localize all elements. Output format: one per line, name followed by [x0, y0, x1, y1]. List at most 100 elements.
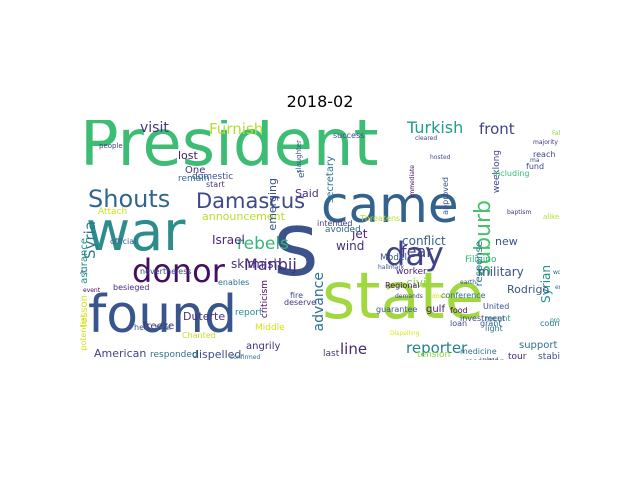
cloud-word: jet — [352, 227, 368, 241]
cloud-word: Middle — [255, 323, 285, 333]
cloud-word: support — [519, 340, 558, 351]
cloud-word: alike — [543, 213, 560, 221]
cloud-word: Manbij — [244, 255, 297, 274]
cloud-word: military — [478, 265, 524, 279]
cloud-word: el — [297, 170, 307, 179]
cloud-word: event — [83, 287, 101, 294]
cloud-word: Rodrigo — [507, 283, 550, 296]
cloud-word: found — [88, 285, 238, 345]
cloud-word: cleared — [415, 135, 438, 142]
cloud-word: total — [155, 324, 172, 332]
cloud-word: Damascus — [196, 189, 306, 213]
cloud-word: nevertheless — [140, 267, 192, 276]
cloud-word: visit — [140, 120, 169, 136]
cloud-word: reporter — [406, 339, 468, 357]
cloud-word: front — [479, 120, 515, 138]
cloud-word: freeze — [143, 321, 175, 332]
cloud-word: immediate — [409, 165, 416, 198]
cloud-word: asurance — [80, 238, 90, 284]
cloud-word: secretary — [325, 156, 336, 203]
cloud-word: line — [340, 340, 368, 358]
cloud-word: food — [450, 306, 468, 315]
cloud-word: American — [94, 347, 147, 360]
cloud-word: United — [483, 302, 510, 311]
cloud-word: Israel — [212, 233, 245, 247]
cloud-word: came — [321, 176, 459, 234]
cloud-word: domestic — [192, 172, 234, 182]
cloud-word: light — [485, 324, 503, 333]
cloud-word: hell — [134, 323, 149, 332]
cloud-word: ma — [530, 157, 540, 164]
cloud-word: besieged — [113, 283, 150, 292]
cloud-word: Said — [295, 187, 319, 200]
cloud-word: skirmish — [231, 257, 282, 271]
cloud-word: Lahad — [480, 358, 498, 361]
cloud-word: country — [540, 319, 560, 328]
cloud-word: worrying — [553, 269, 560, 276]
cloud-word: Attach — [98, 207, 128, 217]
cloud-word: including — [493, 169, 530, 178]
cloud-word: Model — [380, 253, 408, 263]
cloud-word: conference — [441, 291, 486, 300]
cloud-word: earth — [460, 279, 476, 286]
cloud-word: success — [333, 131, 365, 140]
cloud-word: President — [80, 120, 379, 181]
cloud-word: enables — [218, 278, 250, 287]
cloud-word: tour — [508, 352, 527, 361]
cloud-word: civil — [406, 276, 430, 290]
cloud-word: remain — [178, 174, 210, 184]
cloud-word: announcement — [202, 210, 285, 223]
cloud-word: Chanted — [182, 331, 216, 340]
cloud-word: emerging — [266, 178, 279, 231]
cloud-word: fear — [401, 242, 433, 261]
cloud-word: approved — [441, 177, 450, 215]
cloud-word: responded — [150, 350, 198, 360]
cloud-word: stability — [538, 352, 560, 361]
cloud-word: loan — [450, 319, 468, 328]
cloud-word: deserve — [284, 298, 317, 307]
cloud-word: official — [110, 237, 137, 246]
cloud-word: avoided — [325, 225, 361, 235]
cloud-word: confirmed — [230, 354, 261, 361]
cloud-word: war — [86, 200, 186, 263]
cloud-word: fund — [526, 162, 545, 171]
cloud-word: resolution — [465, 358, 505, 361]
cloud-word: worker — [396, 267, 427, 277]
cloud-word: tension — [417, 350, 451, 360]
cloud-word: lost — [178, 149, 198, 162]
cloud-word: potential — [80, 315, 88, 351]
cloud-word: start — [206, 180, 225, 189]
figure-title: 2018-02 — [286, 92, 354, 111]
cloud-word: angrily — [246, 341, 281, 352]
cloud-word: investment — [460, 314, 506, 323]
cloud-word: Falcon — [552, 130, 560, 137]
cloud-word: s — [273, 193, 319, 296]
cloud-word: Shouts — [88, 185, 171, 213]
cloud-word: Furnish — [209, 120, 264, 138]
cloud-word: grant — [480, 319, 502, 328]
cloud-word: Ã¢ — [80, 269, 88, 276]
cloud-word: proclaimed — [550, 317, 560, 324]
cloud-word: gulf — [426, 304, 445, 315]
word-cloud: President state s war found came day donor Shout… — [80, 120, 560, 360]
cloud-word: One — [185, 165, 206, 176]
cloud-word: intended — [317, 219, 353, 228]
cloud-word: doxa — [432, 293, 447, 300]
cloud-word: Threatens — [360, 214, 401, 223]
cloud-word: Dispelling — [390, 330, 420, 337]
cloud-word: conflict — [402, 234, 446, 248]
cloud-word: people — [99, 142, 123, 150]
cloud-word: recent — [485, 314, 511, 323]
cloud-word: rebels — [237, 234, 289, 254]
cloud-word: last — [323, 349, 340, 359]
cloud-word: donor — [132, 252, 225, 290]
cloud-word: day — [385, 235, 444, 273]
cloud-word: Duterte — [183, 310, 226, 323]
cloud-word: report — [235, 308, 263, 318]
cloud-word: Regional — [385, 281, 420, 290]
cloud-word: majority — [533, 139, 558, 146]
cloud-word: dispelled — [192, 348, 242, 360]
cloud-word: hallmark — [378, 264, 405, 271]
cloud-word: reach — [533, 150, 556, 159]
cloud-word: baptism — [507, 209, 532, 216]
